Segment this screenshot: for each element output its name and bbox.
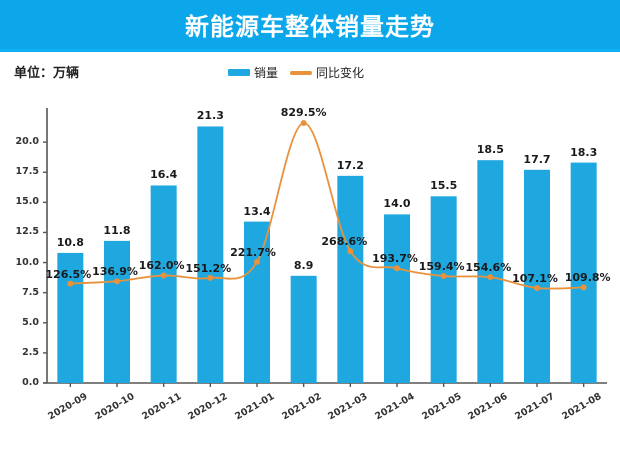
y-axis-tick-label: 0.0 <box>22 377 39 388</box>
bar-value-label: 17.7 <box>523 152 551 166</box>
y-axis-tick-label: 7.5 <box>22 286 39 298</box>
legend-item-sales: 销量 <box>228 64 278 81</box>
bar-value-label: 13.4 <box>243 204 271 218</box>
yoy-change-line <box>69 122 585 290</box>
line-marker-2021-03 <box>347 248 354 255</box>
line-marker-2021-01 <box>254 258 260 265</box>
legend-label-sales: 销量 <box>254 66 279 80</box>
bar-2021-01 <box>244 221 270 383</box>
y-axis-tick-label: 15.0 <box>15 196 39 208</box>
yoy-change-value-label: 159.4% <box>418 260 465 274</box>
bar-2021-08 <box>570 162 597 383</box>
bar-2021-07 <box>524 169 550 383</box>
legend-swatch-line-icon <box>290 70 313 75</box>
y-axis-tick-label: 2.5 <box>22 346 39 358</box>
bar-2021-06 <box>477 160 504 383</box>
x-axis-tick-label: 2020-10 <box>93 391 137 423</box>
line-marker-2020-11 <box>160 272 167 279</box>
line-marker-2020-10 <box>114 278 120 285</box>
line-marker-2021-06 <box>487 274 494 281</box>
yoy-change-value-label: 136.9% <box>92 265 138 279</box>
bar-value-label: 17.2 <box>336 158 364 172</box>
y-axis-tick-label: 12.5 <box>15 226 39 238</box>
bar-2021-04 <box>384 214 410 383</box>
bar-value-label: 11.8 <box>103 223 131 237</box>
x-axis-tick-label: 2021-02 <box>279 391 324 423</box>
line-marker-2021-02 <box>300 120 307 126</box>
yoy-change-value-label: 193.7% <box>372 252 418 266</box>
bar-2020-11 <box>150 185 177 383</box>
yoy-change-value-label: 268.6% <box>321 235 368 249</box>
line-marker-2021-04 <box>394 265 400 272</box>
y-axis-tick-label: 17.5 <box>15 166 39 178</box>
yoy-change-value-label: 829.5% <box>280 106 327 119</box>
yoy-change-value-label: 151.2% <box>185 261 232 275</box>
bar-2021-05 <box>430 196 457 383</box>
yoy-change-value-label: 221.7% <box>230 245 276 259</box>
bar-value-label: 15.5 <box>430 179 458 193</box>
bar-2020-12 <box>197 126 224 383</box>
yoy-change-value-label: 126.5% <box>45 267 92 281</box>
bar-2020-09 <box>57 252 84 383</box>
bar-value-label: 18.5 <box>476 143 504 157</box>
yoy-change-value-label: 107.1% <box>512 272 558 285</box>
legend-swatch-bar-icon <box>228 69 250 76</box>
x-axis-tick-label: 2021-05 <box>419 391 464 423</box>
bar-2020-10 <box>104 240 130 383</box>
line-marker-2021-07 <box>534 285 540 291</box>
x-axis-tick-label: 2021-03 <box>326 391 370 423</box>
bar-value-label: 8.9 <box>293 258 314 272</box>
x-axis-tick-label: 2020-09 <box>46 391 90 423</box>
bar-value-label: 16.4 <box>150 168 178 182</box>
y-axis-tick-label: 20.0 <box>15 136 39 148</box>
bar-value-label: 18.3 <box>570 145 598 159</box>
header-banner: 新能源车整体销量走势 <box>0 0 620 52</box>
line-marker-2021-08 <box>580 284 587 291</box>
x-axis-tick-label: 2021-01 <box>233 391 277 423</box>
bar-2021-03 <box>337 175 364 383</box>
x-axis-tick-label: 2021-07 <box>513 391 557 423</box>
x-axis-tick-label: 2021-08 <box>559 391 604 423</box>
x-axis-tick-label: 2020-11 <box>139 391 184 423</box>
page-title: 新能源车整体销量走势 <box>185 13 435 41</box>
chart-legend: 销量 同比变化 <box>228 64 364 81</box>
line-marker-2020-12 <box>207 274 214 281</box>
yoy-change-value-label: 109.8% <box>564 271 611 285</box>
legend-item-yoy-change: 同比变化 <box>290 64 364 81</box>
bar-value-label: 10.8 <box>56 235 84 249</box>
x-axis-tick-label: 2020-12 <box>186 391 230 423</box>
x-axis-tick-label: 2021-04 <box>373 391 417 423</box>
bar-2021-02 <box>290 275 317 383</box>
bar-value-label: 21.3 <box>196 109 224 123</box>
y-axis-tick-label: 5.0 <box>22 316 39 328</box>
yoy-change-value-label: 154.6% <box>465 261 512 275</box>
line-marker-2020-09 <box>67 280 74 287</box>
bar-value-label: 14.0 <box>383 197 411 211</box>
yoy-change-value-label: 162.0% <box>138 259 185 273</box>
x-axis-tick-label: 2021-06 <box>466 391 510 423</box>
y-axis-tick-label: 10.0 <box>15 256 39 268</box>
unit-label: 单位：万辆 <box>14 66 80 81</box>
legend-label-yoy-change: 同比变化 <box>316 66 365 80</box>
line-marker-2021-05 <box>440 273 447 280</box>
